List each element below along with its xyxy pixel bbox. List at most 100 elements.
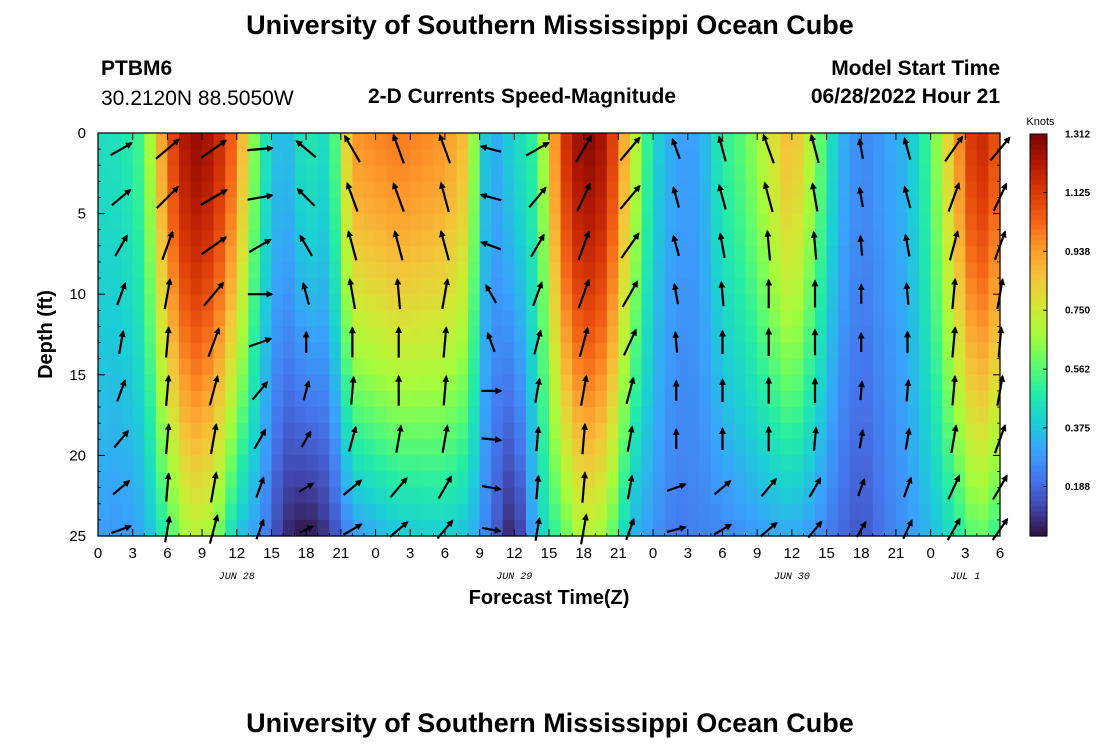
heatmap-cell <box>236 245 249 263</box>
heatmap-cell <box>167 407 180 424</box>
heatmap-cell <box>606 245 619 263</box>
heatmap-cell <box>514 278 527 295</box>
heatmap-cell <box>930 165 943 182</box>
heatmap-cell <box>942 390 955 408</box>
heatmap-cell <box>271 229 284 247</box>
heatmap-cell <box>629 407 643 424</box>
heatmap-cell <box>225 423 238 440</box>
heatmap-cell <box>444 165 458 182</box>
heatmap-cell <box>537 471 550 489</box>
heatmap-cell <box>271 278 284 295</box>
current-vector <box>247 192 274 201</box>
heatmap-cell <box>144 439 157 456</box>
heatmap-cell <box>791 439 805 456</box>
current-vector <box>625 376 636 405</box>
heatmap-cell <box>618 374 631 392</box>
heatmap-cell <box>225 407 238 424</box>
heatmap-cell <box>653 294 666 311</box>
heatmap-cell <box>109 407 122 424</box>
heatmap-cell <box>271 519 284 537</box>
heatmap-cell <box>479 407 492 424</box>
heatmap-cell <box>988 213 1001 231</box>
heatmap-cell <box>283 423 296 440</box>
heatmap-cell <box>155 390 168 408</box>
heatmap-cell <box>606 326 619 344</box>
heatmap-cell <box>838 342 851 360</box>
heatmap-cell <box>641 342 654 360</box>
heatmap-cell <box>271 423 284 440</box>
heatmap-cell <box>329 471 342 489</box>
current-vector <box>762 181 774 213</box>
heatmap-cell <box>942 374 955 392</box>
current-vector <box>300 430 312 448</box>
current-vector <box>248 337 273 348</box>
heatmap-cell <box>178 149 192 166</box>
heatmap-cell <box>502 358 515 376</box>
heatmap-cell <box>514 390 527 408</box>
heatmap-cell <box>398 294 411 311</box>
heatmap-cell <box>421 197 434 215</box>
heatmap-cell <box>444 149 458 166</box>
heatmap-cell <box>595 133 608 150</box>
colorbar-segment <box>1030 164 1047 170</box>
heatmap-cell <box>780 471 793 489</box>
heatmap-cell <box>317 342 330 360</box>
heatmap-cell <box>907 439 920 456</box>
current-vector <box>442 326 450 358</box>
heatmap-cell <box>549 245 562 263</box>
heatmap-cell <box>595 519 608 537</box>
colorbar-segment <box>1030 179 1047 185</box>
heatmap-cell <box>317 229 330 247</box>
heatmap-cell <box>387 197 400 215</box>
heatmap-cell <box>387 342 400 360</box>
heatmap-cell <box>895 165 909 182</box>
heatmap-cell <box>826 487 839 505</box>
heatmap-cell <box>155 503 168 521</box>
colorbar-segment <box>1030 234 1047 241</box>
heatmap-cell <box>549 390 562 408</box>
heatmap-cell <box>225 294 238 311</box>
heatmap-cell <box>491 439 504 456</box>
heatmap-cell <box>421 423 434 440</box>
heatmap-cell <box>618 423 631 440</box>
heatmap-cell <box>768 487 781 505</box>
heatmap-cell <box>664 374 677 392</box>
current-vector <box>534 426 542 452</box>
heatmap-cell <box>919 165 932 182</box>
colorbar-segment <box>1030 340 1047 346</box>
heatmap-cell <box>572 229 585 247</box>
heatmap-cell <box>132 310 145 328</box>
heatmap-cell <box>271 149 284 166</box>
heatmap-cell <box>155 358 168 376</box>
heatmap-cell <box>953 261 966 279</box>
heatmap-cell <box>491 197 504 215</box>
heatmap-cell <box>456 294 469 311</box>
heatmap-cell <box>942 519 955 537</box>
current-vector <box>155 138 181 160</box>
heatmap-cell <box>606 390 619 408</box>
heatmap-cell <box>664 503 677 521</box>
heatmap-cell <box>757 455 770 473</box>
heatmap-cell <box>491 181 504 199</box>
heatmap-cell <box>687 358 700 376</box>
heatmap-cell <box>745 519 758 537</box>
heatmap-cell <box>745 455 758 473</box>
heatmap-cell <box>410 471 423 489</box>
heatmap-cell <box>225 149 238 166</box>
heatmap-cell <box>606 503 619 521</box>
heatmap-cell <box>976 278 990 295</box>
heatmap-cell <box>340 407 354 424</box>
heatmap-cell <box>398 342 411 360</box>
heatmap-cell <box>468 439 481 456</box>
x-tick-label: 0 <box>371 545 379 562</box>
colorbar-segment <box>1030 430 1047 437</box>
heatmap-cell <box>502 133 515 150</box>
heatmap-cell <box>259 503 273 521</box>
heatmap-cell <box>329 455 342 473</box>
heatmap-cell <box>306 294 319 311</box>
heatmap-cell <box>699 278 712 295</box>
heatmap-cell <box>352 455 365 473</box>
heatmap-cell <box>618 229 631 247</box>
x-axis-label: Forecast Time(Z) <box>469 587 630 609</box>
heatmap-cell <box>976 487 990 505</box>
